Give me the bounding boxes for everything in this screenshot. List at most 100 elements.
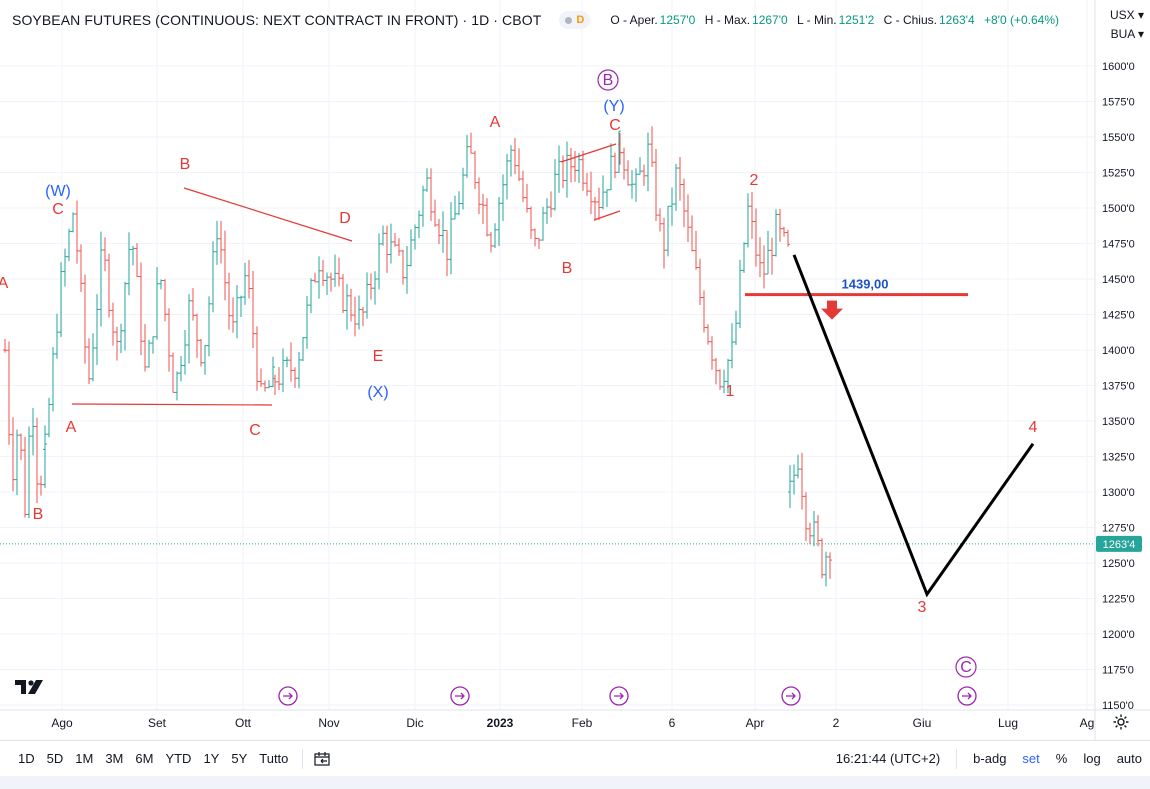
price-tick-label: 1250'0 xyxy=(1102,558,1135,570)
time-tick-label: 6 xyxy=(669,716,676,730)
price-tick-label: 1175'0 xyxy=(1102,665,1134,677)
wave-label: A xyxy=(0,275,9,292)
open-label: O - Aper. xyxy=(610,13,658,27)
time-tick-label: Set xyxy=(148,716,167,730)
time-tick-label: Giu xyxy=(913,716,932,730)
time-tick-label: Feb xyxy=(572,716,593,730)
range-3m-button[interactable]: 3M xyxy=(105,751,124,766)
wave-label: 2 xyxy=(750,172,759,189)
symbol-header: SOYBEAN FUTURES (CONTINUOUS: NEXT CONTRA… xyxy=(12,10,1059,30)
wave-label: 4 xyxy=(1029,419,1038,436)
delayed-badge: D xyxy=(576,14,585,26)
price-tick-label: 1600'0 xyxy=(1102,61,1135,73)
wave-label: 3 xyxy=(918,599,927,616)
wave-label: 1 xyxy=(726,383,735,400)
time-tick-label: Ag xyxy=(1080,716,1095,730)
down-arrow-icon xyxy=(821,300,843,320)
level-label: 1439,00 xyxy=(842,277,889,292)
status-dot-icon xyxy=(565,16,573,24)
tradingview-logo-icon[interactable] xyxy=(14,678,46,696)
adjustment-toggle[interactable]: b-adg xyxy=(973,751,1007,766)
price-tick-label: 1500'0 xyxy=(1102,203,1135,215)
percent-scale-toggle[interactable]: % xyxy=(1055,751,1068,766)
wave-label: B xyxy=(33,506,44,523)
wave-label: (Y) xyxy=(603,98,624,115)
wave-label: A xyxy=(490,114,501,131)
gear-icon[interactable] xyxy=(1112,713,1130,731)
wave-label: (W) xyxy=(45,183,71,200)
time-tick-label: Lug xyxy=(998,716,1018,730)
range-1m-button[interactable]: 1M xyxy=(75,751,94,766)
price-tick-label: 1400'0 xyxy=(1102,345,1135,357)
wave-label: (X) xyxy=(367,384,388,401)
price-tick-label: 1350'0 xyxy=(1102,416,1135,428)
wave-label: A xyxy=(66,419,77,436)
price-tick-label: 1475'0 xyxy=(1102,239,1135,251)
price-tick-label: 1525'0 xyxy=(1102,168,1135,180)
price-tick-label: 1275'0 xyxy=(1102,523,1135,535)
low-label: L - Min. xyxy=(797,13,837,27)
chevron-down-icon: ▾ xyxy=(1137,27,1144,41)
date-range-icon[interactable] xyxy=(313,751,331,767)
price-tick-label: 1450'0 xyxy=(1102,274,1135,286)
high-label: H - Max. xyxy=(704,13,751,27)
divider xyxy=(302,748,304,769)
wave-label: C xyxy=(52,201,64,218)
price-tick-label: 1575'0 xyxy=(1102,97,1135,109)
event-arrow-icon xyxy=(962,692,972,700)
trendline xyxy=(183,187,353,242)
trendline xyxy=(71,403,273,406)
wave-label: D xyxy=(339,210,351,227)
price-tick-label: 1375'0 xyxy=(1102,381,1135,393)
time-tick-label: 2023 xyxy=(487,716,514,730)
symbol-title[interactable]: SOYBEAN FUTURES (CONTINUOUS: NEXT CONTRA… xyxy=(12,12,542,28)
range-1d-button[interactable]: 1D xyxy=(18,751,35,766)
time-tick-label: Nov xyxy=(318,716,339,730)
wave-label: E xyxy=(373,348,384,365)
time-tick-label: Apr xyxy=(746,716,765,730)
range-6m-button[interactable]: 6M xyxy=(135,751,154,766)
currency-selector[interactable]: USX ▾ xyxy=(1110,8,1144,22)
ohlc-bars xyxy=(3,126,832,587)
price-axis[interactable]: 1600'0 1575'0 1550'0 1525'0 1500'0 1475'0 1450… xyxy=(1096,61,1142,712)
range-5d-button[interactable]: 5D xyxy=(46,751,64,766)
unit-label: BUA xyxy=(1110,27,1135,41)
time-axis[interactable]: Ago Set Ott Nov Dic 2023 Feb 6 Apr 2 Giu Lug Ag xyxy=(51,686,1095,730)
drawings-layer: 1439,00 xyxy=(0,143,1095,598)
price-tick-label: 1225'0 xyxy=(1102,594,1135,606)
footer-strip xyxy=(0,776,1150,789)
range-5y-button[interactable]: 5Y xyxy=(231,751,248,766)
range-1y-button[interactable]: 1Y xyxy=(203,751,220,766)
auto-scale-toggle[interactable]: auto xyxy=(1116,751,1142,766)
time-tick-label: Ago xyxy=(51,716,73,730)
low-value: 1251'2 xyxy=(838,13,875,27)
price-tick-label: 1550'0 xyxy=(1102,132,1135,144)
wave-label: B xyxy=(562,260,573,277)
price-tick-label: 1150'0 xyxy=(1102,700,1134,712)
wave-label-circle xyxy=(955,656,977,678)
time-tick-label: Dic xyxy=(406,716,423,730)
high-value: 1267'0 xyxy=(752,13,788,27)
log-scale-toggle[interactable]: log xyxy=(1083,751,1101,766)
open-value: 1257'0 xyxy=(659,13,696,27)
time-tick-label: Ott xyxy=(235,716,252,730)
projection-path xyxy=(792,254,1035,598)
event-arrow-icon xyxy=(786,692,796,700)
wave-label-circle xyxy=(597,69,619,91)
range-all-button[interactable]: Tutto xyxy=(259,751,289,766)
last-price-tag xyxy=(1096,535,1142,552)
last-price-tag-label: 1263'4 xyxy=(1103,539,1136,551)
clock-time[interactable]: 16:21:44 (UTC+2) xyxy=(835,751,941,766)
ohlc-legend: O - Aper. 1257'0 H - Max. 1267'0 L - Min. 1… xyxy=(610,13,1059,27)
status-pill[interactable]: D xyxy=(559,11,591,29)
bottom-toolbar: 1D 5D 1M 3M 6M YTD 1Y 5Y Tutto 16:21:44 … xyxy=(0,740,1150,776)
session-toggle[interactable]: set xyxy=(1022,751,1040,766)
price-tick-label: 1325'0 xyxy=(1102,452,1135,464)
chevron-down-icon: ▾ xyxy=(1137,8,1144,22)
unit-selector[interactable]: BUA ▾ xyxy=(1111,27,1144,41)
close-label: C - Chius. xyxy=(883,13,937,27)
trendline xyxy=(593,210,621,221)
range-ytd-button[interactable]: YTD xyxy=(165,751,192,766)
